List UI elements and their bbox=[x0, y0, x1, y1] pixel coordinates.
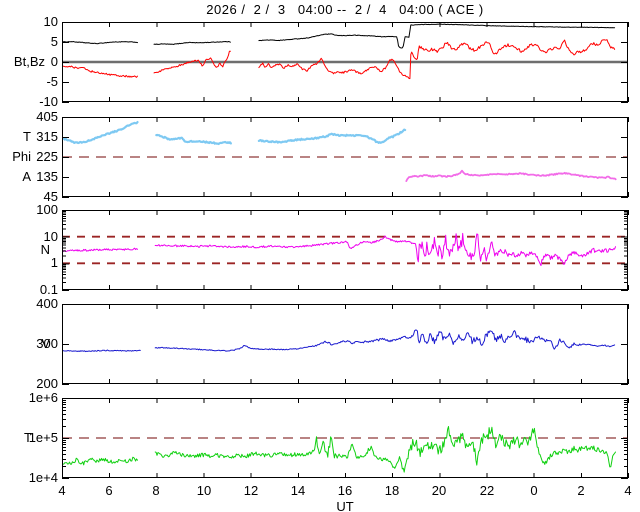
p5-axis-label: T bbox=[24, 430, 32, 445]
p1-ytick: -5 bbox=[46, 74, 58, 89]
p3-ytick: 10 bbox=[43, 229, 58, 244]
xtick: 22 bbox=[479, 483, 495, 498]
p1-ytick: -10 bbox=[39, 94, 58, 109]
p1-ytick: 5 bbox=[50, 34, 58, 49]
p2-ytick: 135 bbox=[36, 169, 58, 184]
xtick: 16 bbox=[337, 483, 353, 498]
p2-axis-label-phi: Phi bbox=[12, 149, 31, 164]
plot-title: 2026 / 2 / 3 04:00 -- 2 / 4 04:00 ( ACE … bbox=[206, 2, 484, 17]
p2-ytick: 225 bbox=[36, 149, 58, 164]
p3-ytick: 100 bbox=[36, 202, 58, 217]
p3-ytick: 0.1 bbox=[39, 282, 58, 297]
p4-ytick: 300 bbox=[36, 336, 58, 351]
xtick: 8 bbox=[152, 483, 160, 498]
x-axis-label: UT bbox=[336, 499, 354, 512]
p3-axis-label: N bbox=[40, 242, 50, 257]
xtick: 14 bbox=[290, 483, 306, 498]
p2-ytick: 45 bbox=[43, 189, 58, 204]
p2-ytick: 405 bbox=[36, 109, 58, 124]
xtick: 4 bbox=[624, 483, 632, 498]
xtick: 10 bbox=[196, 483, 212, 498]
p4-ytick: 200 bbox=[36, 376, 58, 391]
p5-ytick: 1e+4 bbox=[28, 470, 58, 485]
xtick: 4 bbox=[58, 483, 66, 498]
p4-ytick: 400 bbox=[36, 296, 58, 311]
xtick: 20 bbox=[431, 483, 447, 498]
p1-axis-label: Bt,Bz bbox=[13, 54, 45, 69]
p1-ytick: 0 bbox=[50, 54, 58, 69]
xtick: 6 bbox=[105, 483, 113, 498]
p3-ytick: 1 bbox=[50, 255, 58, 270]
p1-ytick: 10 bbox=[43, 14, 58, 29]
p4-axis-label: V bbox=[41, 336, 50, 351]
xtick: 2 bbox=[577, 483, 585, 498]
xtick: 0 bbox=[530, 483, 538, 498]
p2-axis-label-a: A bbox=[22, 169, 31, 184]
p2-axis-label-t: T bbox=[23, 129, 31, 144]
p2-ytick: 315 bbox=[36, 129, 58, 144]
p5-ytick: 1e+5 bbox=[28, 430, 58, 445]
xtick: 18 bbox=[384, 483, 400, 498]
xtick: 12 bbox=[243, 483, 259, 498]
p5-ytick: 1e+6 bbox=[28, 390, 58, 405]
